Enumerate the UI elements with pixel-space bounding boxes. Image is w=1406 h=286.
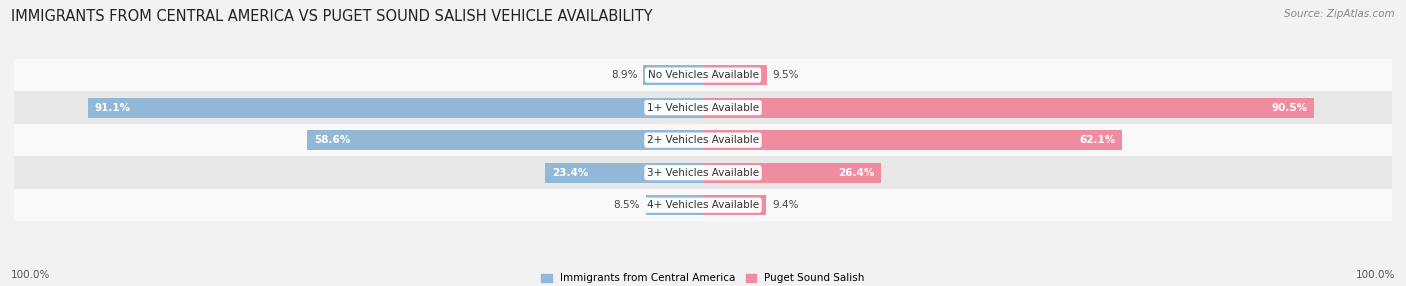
Text: 3+ Vehicles Available: 3+ Vehicles Available xyxy=(647,168,759,178)
Text: 58.6%: 58.6% xyxy=(314,135,350,145)
Text: 8.9%: 8.9% xyxy=(612,70,637,80)
Text: 100.0%: 100.0% xyxy=(11,270,51,280)
Bar xyxy=(0,156,1406,189)
Bar xyxy=(0,189,1406,221)
Text: 9.4%: 9.4% xyxy=(772,200,799,210)
Legend: Immigrants from Central America, Puget Sound Salish: Immigrants from Central America, Puget S… xyxy=(537,269,869,286)
Text: 2+ Vehicles Available: 2+ Vehicles Available xyxy=(647,135,759,145)
Bar xyxy=(703,130,1122,150)
Text: 1+ Vehicles Available: 1+ Vehicles Available xyxy=(647,103,759,113)
Text: 4+ Vehicles Available: 4+ Vehicles Available xyxy=(647,200,759,210)
Bar xyxy=(0,124,1406,156)
Text: 9.5%: 9.5% xyxy=(772,70,799,80)
Text: No Vehicles Available: No Vehicles Available xyxy=(648,70,758,80)
Text: IMMIGRANTS FROM CENTRAL AMERICA VS PUGET SOUND SALISH VEHICLE AVAILABILITY: IMMIGRANTS FROM CENTRAL AMERICA VS PUGET… xyxy=(11,9,652,23)
Bar xyxy=(703,98,1315,118)
Text: 23.4%: 23.4% xyxy=(551,168,588,178)
Bar xyxy=(0,59,1406,91)
Text: 91.1%: 91.1% xyxy=(94,103,131,113)
Text: 100.0%: 100.0% xyxy=(1355,270,1395,280)
Bar xyxy=(0,91,1406,124)
Bar xyxy=(703,162,882,183)
Bar xyxy=(645,195,703,215)
Bar xyxy=(703,195,766,215)
Text: 26.4%: 26.4% xyxy=(838,168,875,178)
Text: 90.5%: 90.5% xyxy=(1271,103,1308,113)
Text: Source: ZipAtlas.com: Source: ZipAtlas.com xyxy=(1284,9,1395,19)
Bar xyxy=(87,98,703,118)
Text: 62.1%: 62.1% xyxy=(1080,135,1116,145)
Bar xyxy=(546,162,703,183)
Text: 8.5%: 8.5% xyxy=(613,200,640,210)
Bar xyxy=(643,65,703,85)
Bar xyxy=(703,65,768,85)
Bar xyxy=(307,130,703,150)
